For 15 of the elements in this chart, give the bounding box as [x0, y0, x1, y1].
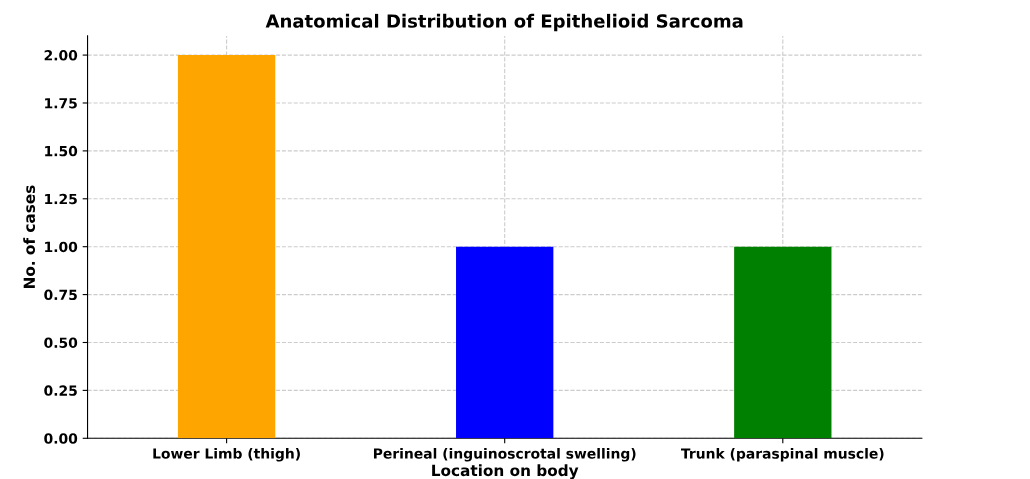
y-tick-label: 1.75	[45, 98, 77, 109]
y-axis-title: No. of cases	[23, 185, 36, 289]
y-tick-label: 0.25	[44, 385, 77, 396]
y-tick-label: 0.75	[44, 289, 77, 301]
y-tick-label: 1.50	[45, 145, 78, 157]
x-tick-label: Lower Limb (thigh)	[153, 448, 300, 462]
y-tick-label: 2.00	[44, 50, 78, 61]
x-axis-title: Location on body	[432, 464, 579, 479]
y-tick-label: 0.50	[44, 337, 78, 348]
chart-title: Anatomical Distribution of Epithelioid Sarcoma	[265, 13, 743, 32]
y-tick-label: 1.00	[45, 241, 78, 253]
y-tick-label: 0.00	[44, 433, 78, 444]
x-tick-label: Trunk (paraspinal muscle)	[681, 448, 884, 462]
x-tick-label: Perineal (inguinoscrotal swelling)	[373, 448, 636, 462]
y-tick-label: 1.25	[45, 193, 77, 205]
